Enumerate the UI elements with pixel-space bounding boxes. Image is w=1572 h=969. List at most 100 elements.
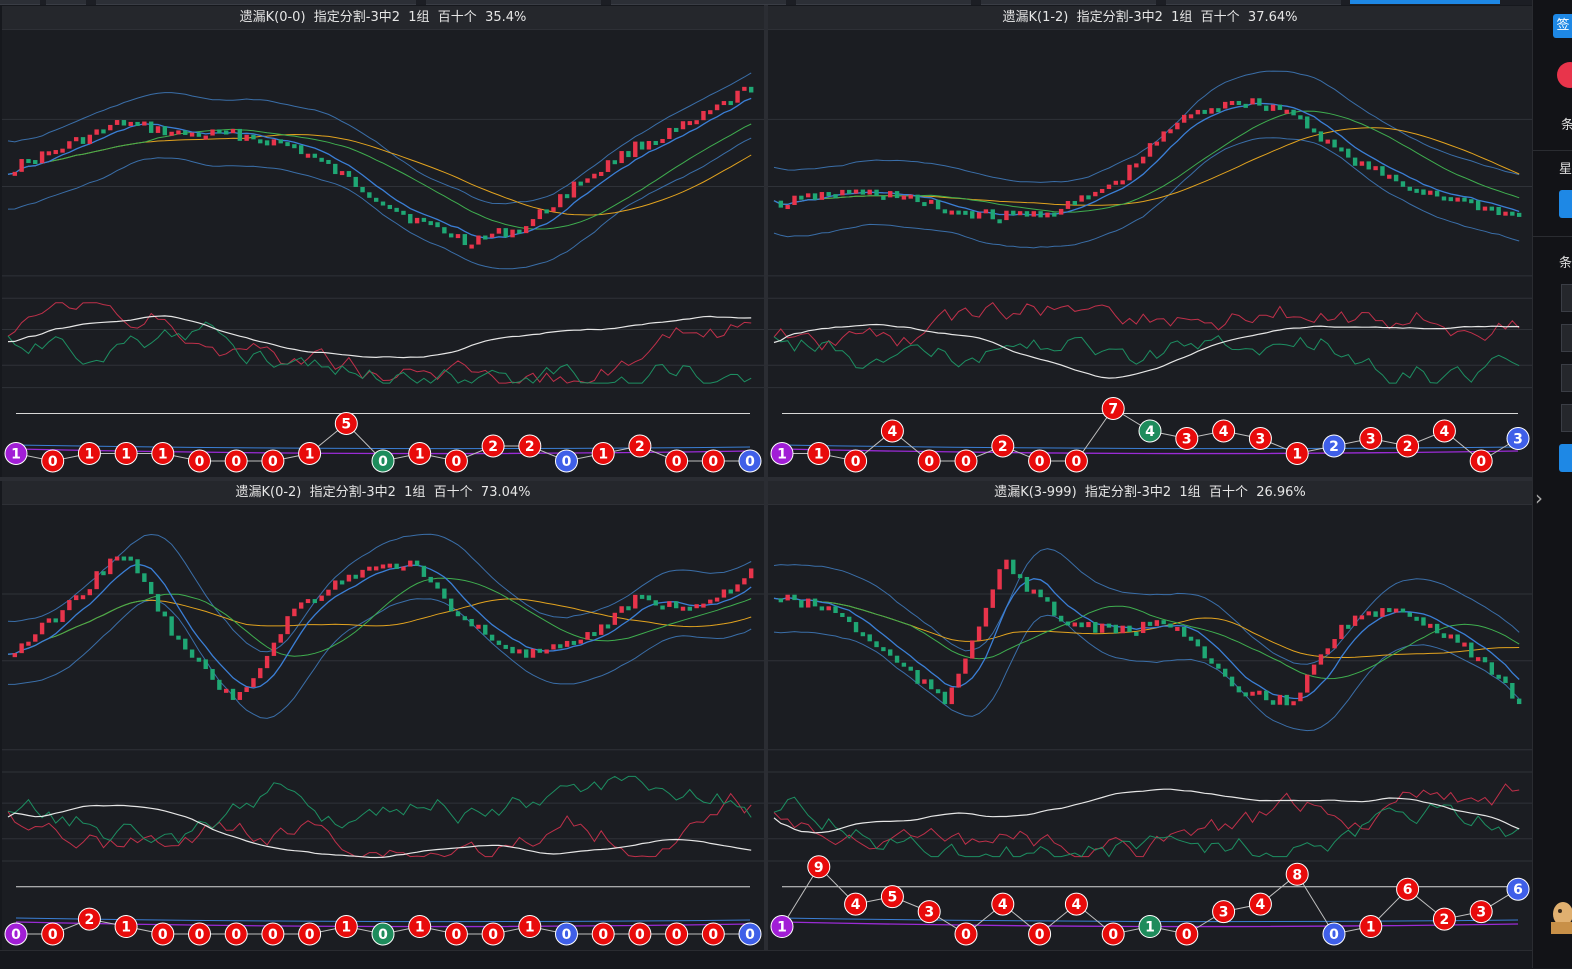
omission-ball[interactable]: 0 xyxy=(188,922,211,946)
omission-ball[interactable]: 0 xyxy=(261,922,285,946)
omission-ball[interactable]: 0 xyxy=(224,449,248,473)
omission-ball[interactable]: 9 xyxy=(807,855,831,879)
omission-ball[interactable]: 1 xyxy=(591,441,615,465)
omission-ball[interactable]: 2 xyxy=(628,434,652,458)
omission-ball[interactable]: 0 xyxy=(954,922,978,946)
toolbar-segment[interactable] xyxy=(611,0,786,5)
omission-ball[interactable]: 0 xyxy=(665,922,689,946)
omission-ball[interactable]: 0 xyxy=(224,922,248,946)
chart-area[interactable]: 1 9 4 5 3 0 4 0 4 0 1 0 3 4 8 0 1 6 2 3 6 xyxy=(768,505,1532,950)
omission-ball[interactable]: 6 xyxy=(1506,877,1530,901)
omission-ball[interactable]: 0 xyxy=(41,449,65,473)
mascot-icon[interactable] xyxy=(1547,892,1572,938)
horizontal-splitter[interactable] xyxy=(0,477,1532,481)
omission-ball[interactable]: 0 xyxy=(298,922,322,946)
omission-ball[interactable]: 0 xyxy=(444,922,468,946)
omission-ball[interactable]: 0 xyxy=(954,449,978,473)
omission-ball[interactable]: 1 xyxy=(1138,915,1162,939)
omission-ball[interactable]: 3 xyxy=(917,900,941,924)
omission-ball[interactable]: 4 xyxy=(844,892,868,916)
omission-ball[interactable]: 4 xyxy=(1248,892,1272,916)
omission-ball[interactable]: 4 xyxy=(991,892,1015,916)
collapse-arrow-icon[interactable]: › xyxy=(1535,486,1543,510)
omission-ball[interactable]: 0 xyxy=(151,922,175,946)
omission-ball[interactable]: 0 xyxy=(481,922,505,946)
omission-ball[interactable]: 1 xyxy=(334,915,358,939)
omission-ball[interactable]: 0 xyxy=(738,449,762,473)
omission-ball[interactable]: 0 xyxy=(555,922,578,946)
chart-area[interactable]: 0 0 2 1 0 0 0 0 0 1 0 1 0 0 1 0 0 0 0 0 0 xyxy=(2,505,764,950)
omission-ball[interactable]: 0 xyxy=(665,449,689,473)
omission-ball[interactable]: 1 xyxy=(408,441,432,465)
omission-ball[interactable]: 0 xyxy=(917,449,941,473)
omission-ball[interactable]: 4 xyxy=(1138,419,1162,443)
omission-ball[interactable]: 6 xyxy=(1396,877,1420,901)
omission-ball[interactable]: 0 xyxy=(701,449,725,473)
omission-ball[interactable]: 0 xyxy=(444,449,468,473)
omission-ball[interactable]: 0 xyxy=(738,922,762,946)
toolbar-segment[interactable] xyxy=(46,0,86,5)
red-circle-indicator[interactable] xyxy=(1557,62,1572,88)
omission-ball[interactable]: 1 xyxy=(518,915,542,939)
omission-ball[interactable]: 4 xyxy=(1064,892,1088,916)
omission-ball[interactable]: 0 xyxy=(628,922,652,946)
omission-ball[interactable]: 4 xyxy=(1212,419,1236,443)
omission-ball[interactable]: 0 xyxy=(371,449,395,473)
omission-ball[interactable]: 2 xyxy=(991,434,1015,458)
omission-ball[interactable]: 3 xyxy=(1506,426,1530,450)
toolbar-active-segment[interactable] xyxy=(1350,0,1500,4)
omission-ball[interactable]: 0 xyxy=(41,922,65,946)
omission-ball[interactable]: 0 xyxy=(1175,922,1199,946)
omission-ball[interactable]: 0 xyxy=(371,922,395,946)
omission-ball[interactable]: 0 xyxy=(1101,922,1125,946)
dark-square-button[interactable] xyxy=(1561,404,1572,432)
omission-ball[interactable]: 1 xyxy=(1285,441,1309,465)
omission-ball[interactable]: 0 xyxy=(188,449,211,473)
omission-ball[interactable]: 0 xyxy=(1028,449,1052,473)
blue-tab-button[interactable]: 签 xyxy=(1553,14,1572,38)
blue-button[interactable] xyxy=(1559,444,1572,472)
omission-ball[interactable]: 1 xyxy=(770,915,794,939)
omission-ball[interactable]: 2 xyxy=(77,907,101,931)
dark-square-button[interactable] xyxy=(1561,364,1572,392)
omission-ball[interactable]: 4 xyxy=(1432,419,1456,443)
omission-ball[interactable]: 3 xyxy=(1175,426,1199,450)
omission-ball[interactable]: 0 xyxy=(1469,449,1493,473)
omission-ball[interactable]: 3 xyxy=(1248,426,1272,450)
omission-ball[interactable]: 0 xyxy=(701,922,725,946)
omission-ball[interactable]: 1 xyxy=(298,441,322,465)
omission-ball[interactable]: 1 xyxy=(114,915,138,939)
toolbar-segment[interactable] xyxy=(1166,0,1341,5)
omission-ball[interactable]: 0 xyxy=(844,449,868,473)
omission-ball[interactable]: 2 xyxy=(481,434,505,458)
toolbar-segment[interactable] xyxy=(981,0,1156,5)
omission-ball[interactable]: 3 xyxy=(1359,426,1383,450)
dark-square-button[interactable] xyxy=(1561,284,1572,312)
chart-area[interactable]: 1 0 1 1 1 0 0 0 1 5 0 1 0 2 2 0 1 2 0 0 0 xyxy=(2,30,764,477)
omission-ball[interactable]: 1 xyxy=(807,441,831,465)
omission-ball[interactable]: 1 xyxy=(77,441,101,465)
omission-ball[interactable]: 7 xyxy=(1101,396,1125,420)
omission-ball[interactable]: 0 xyxy=(261,449,285,473)
omission-ball[interactable]: 4 xyxy=(880,419,904,443)
omission-ball[interactable]: 5 xyxy=(334,411,358,435)
toolbar-segment[interactable] xyxy=(426,0,601,5)
omission-ball[interactable]: 1 xyxy=(151,441,175,465)
toolbar-segment[interactable] xyxy=(0,0,40,5)
omission-ball[interactable]: 2 xyxy=(1396,434,1420,458)
omission-ball[interactable]: 3 xyxy=(1469,900,1493,924)
omission-ball[interactable]: 8 xyxy=(1285,862,1309,886)
omission-ball[interactable]: 0 xyxy=(591,922,615,946)
omission-ball[interactable]: 0 xyxy=(1028,922,1052,946)
omission-ball[interactable]: 2 xyxy=(518,434,542,458)
omission-ball[interactable]: 1 xyxy=(114,441,138,465)
toolbar-segment[interactable] xyxy=(796,0,971,5)
toolbar-segment[interactable] xyxy=(96,0,416,5)
omission-ball[interactable]: 1 xyxy=(770,441,794,465)
omission-ball[interactable]: 0 xyxy=(4,922,28,946)
chart-area[interactable]: 1 1 0 4 0 0 2 0 0 7 4 3 4 3 1 2 3 2 4 0 3 xyxy=(768,30,1532,477)
omission-ball[interactable]: 2 xyxy=(1432,907,1456,931)
omission-ball[interactable]: 1 xyxy=(4,441,28,465)
dark-square-button[interactable] xyxy=(1561,324,1572,352)
omission-ball[interactable]: 3 xyxy=(1212,900,1236,924)
